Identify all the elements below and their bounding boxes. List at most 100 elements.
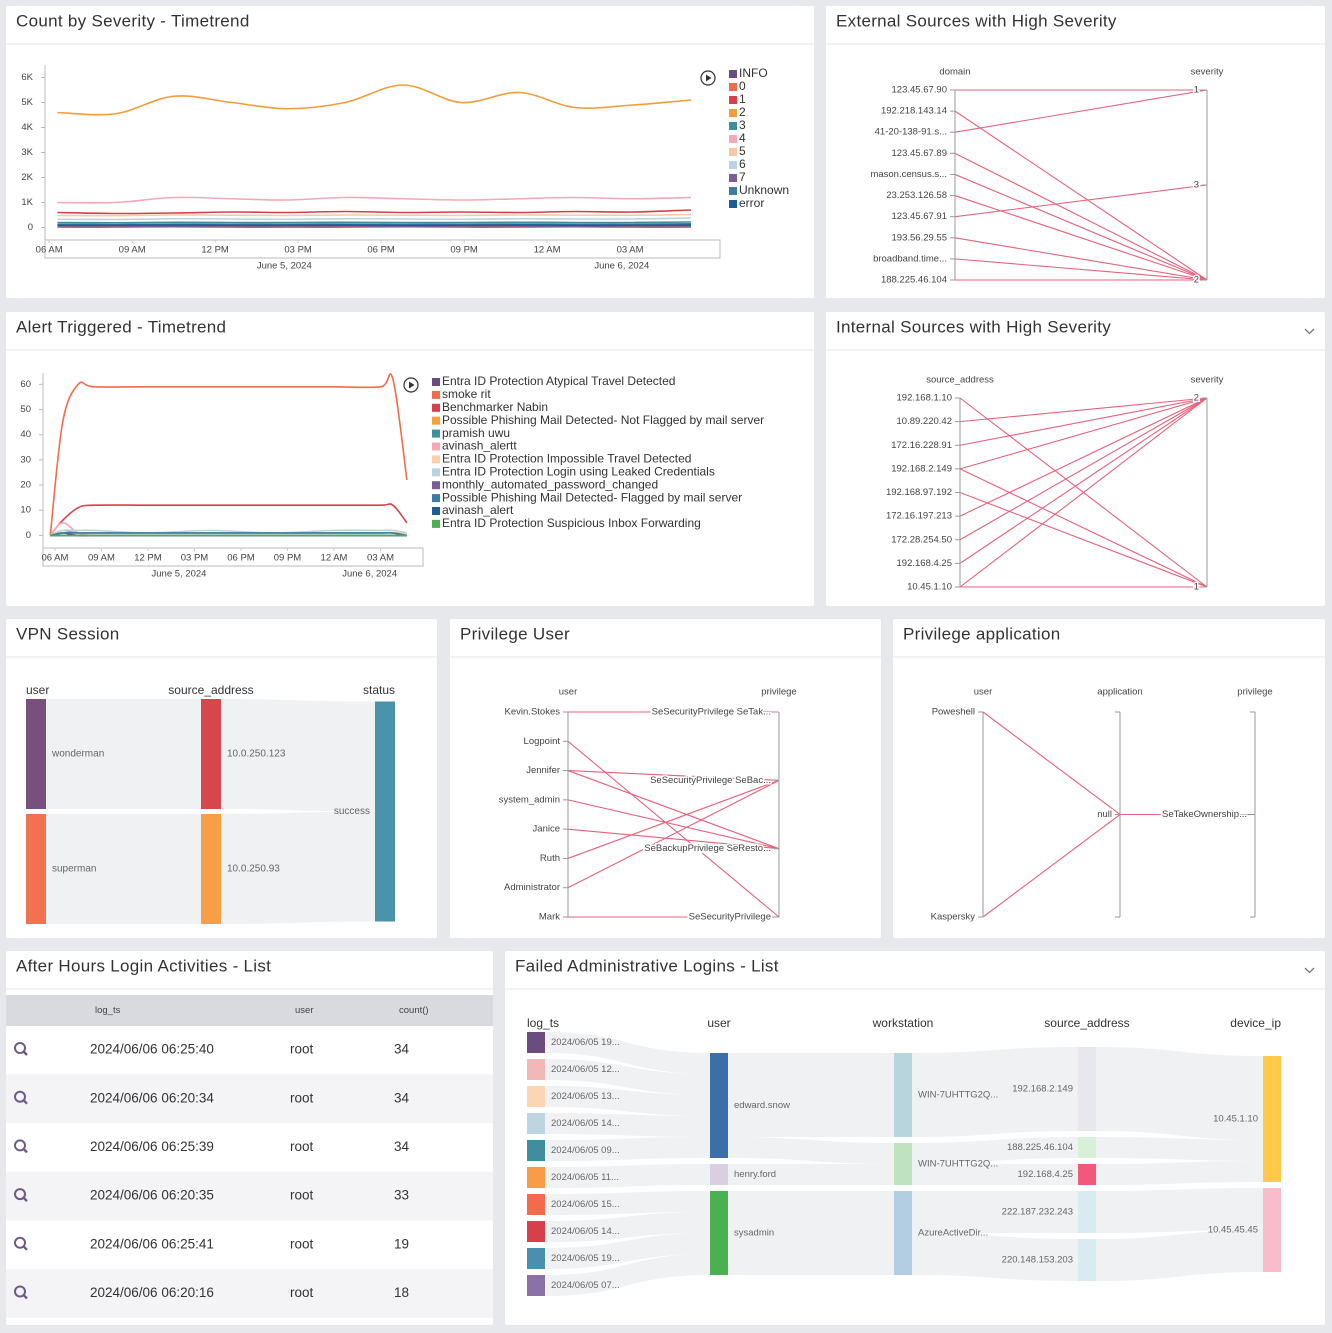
- panel-title: After Hours Login Activities - List: [16, 956, 271, 975]
- search-icon[interactable]: [14, 1139, 26, 1152]
- axis-label: SeSecurityPrivilege SeBac...: [650, 775, 771, 786]
- sankey-link: [545, 1113, 710, 1137]
- record-line: [954, 195, 1208, 281]
- node-label: 10.45.1.10: [1213, 1114, 1258, 1125]
- series-line: [57, 196, 691, 204]
- search-icon[interactable]: [14, 1090, 26, 1103]
- axis-label: 192.168.2.149: [891, 463, 952, 474]
- axis-label: 192.218.143.14: [881, 106, 947, 117]
- sankey-node: [26, 814, 46, 924]
- node-label: superman: [52, 864, 96, 875]
- node-label: WIN-7UHTTG2Q...: [918, 1090, 998, 1101]
- column-title: user: [707, 1016, 730, 1030]
- node-label: 192.168.2.149: [1012, 1084, 1073, 1095]
- sankey-link: [912, 1137, 1078, 1164]
- sankey-link: [728, 1191, 894, 1275]
- x-tick-label: 09 PM: [450, 245, 478, 256]
- series-line: [57, 221, 691, 224]
- legend-swatch: [432, 455, 440, 464]
- series-line: [57, 84, 692, 116]
- legend-label: Entra ID Protection Suspicious Inbox For…: [442, 516, 701, 530]
- table-cell: 2024/06/06 06:20:34: [90, 1090, 214, 1105]
- x-date-label: June 5, 2024: [152, 569, 207, 580]
- node-label: 220.148.153.203: [1002, 1255, 1073, 1266]
- column-header: count(): [399, 1005, 429, 1016]
- legend-swatch: [432, 519, 440, 528]
- legend-label: Unknown: [739, 183, 789, 197]
- node-label: 2024/06/05 15...: [551, 1199, 620, 1210]
- sankey-node: [1263, 1188, 1281, 1272]
- axis-title: severity: [1191, 375, 1224, 386]
- series-line: [57, 213, 691, 217]
- node-label: 2024/06/05 13...: [551, 1091, 620, 1102]
- column-title: user: [26, 683, 49, 697]
- sankey-link: [1096, 1188, 1263, 1233]
- record-line: [954, 152, 1208, 281]
- legend-swatch: [729, 174, 737, 182]
- play-icon: [409, 381, 415, 389]
- column-title: log_ts: [527, 1016, 559, 1030]
- axis-label: Administrator: [504, 882, 560, 893]
- legend-label: Entra ID Protection Login using Leaked C…: [442, 464, 715, 478]
- sankey-node: [527, 1032, 545, 1053]
- search-icon[interactable]: [14, 1236, 26, 1249]
- sankey-link: [545, 1212, 710, 1242]
- record-line: [959, 397, 1208, 423]
- sankey-link: [545, 1254, 710, 1296]
- axis-title: privilege: [761, 687, 796, 698]
- search-icon[interactable]: [14, 1188, 26, 1201]
- axis-title: application: [1097, 687, 1142, 698]
- x-tick-label: 12 AM: [534, 245, 561, 256]
- node-label: henry.ford: [734, 1169, 776, 1180]
- axis-label: 123.45.67.91: [892, 211, 947, 222]
- node-label: 2024/06/05 14...: [551, 1118, 620, 1129]
- node-label: wonderman: [51, 749, 104, 760]
- axis-label: 1: [1194, 582, 1199, 593]
- x-axis-box: [44, 239, 721, 259]
- series-line: [57, 209, 691, 215]
- series-line: [49, 503, 408, 536]
- x-tick-label: 06 PM: [227, 553, 255, 564]
- axis-label: Ruth: [540, 853, 560, 864]
- legend-swatch: [729, 187, 737, 195]
- record-line: [954, 173, 1208, 281]
- sankey-link: [1096, 1137, 1263, 1161]
- sankey-node: [1263, 1056, 1281, 1182]
- axis-label: 23.253.126.58: [886, 190, 947, 201]
- axis-label: SeTakeOwnership...: [1162, 809, 1247, 820]
- x-tick-label: 03 PM: [284, 245, 312, 256]
- legend-swatch: [432, 468, 440, 477]
- legend-label: avinash_alertt: [442, 439, 517, 453]
- legend-label: Possible Phishing Mail Detected- Not Fla…: [442, 413, 764, 427]
- legend-label: 4: [739, 131, 746, 145]
- x-tick-label: 06 PM: [367, 245, 395, 256]
- legend-label: INFO: [739, 66, 768, 80]
- sankey-link: [545, 1032, 710, 1074]
- legend-swatch: [432, 442, 440, 451]
- table-cell: 2024/06/06 06:20:16: [90, 1285, 214, 1300]
- axis-label: broadband.time...: [873, 253, 947, 264]
- x-date-label: June 6, 2024: [342, 569, 397, 580]
- legend-label: Benchmarker Nabin: [442, 400, 548, 414]
- chevron[interactable]: [1304, 967, 1315, 974]
- x-date-label: June 6, 2024: [594, 261, 649, 272]
- x-date-label: June 5, 2024: [257, 261, 312, 272]
- panel-title: Privilege User: [460, 624, 570, 643]
- panel: [6, 951, 493, 1325]
- chevron[interactable]: [1304, 328, 1315, 335]
- axis-label: 172.16.228.91: [891, 440, 952, 451]
- axis-label: 188.225.46.104: [881, 275, 947, 286]
- y-tick-label: 0: [26, 530, 31, 541]
- x-tick-label: 03 AM: [617, 245, 644, 256]
- node-label: 10.45.45.45: [1208, 1225, 1258, 1236]
- sankey-link: [221, 699, 375, 812]
- axis-label: 2: [1194, 275, 1199, 286]
- search-icon[interactable]: [14, 1285, 26, 1298]
- record-line: [954, 237, 1208, 281]
- search-icon[interactable]: [14, 1042, 26, 1054]
- column-header: log_ts: [95, 1005, 121, 1016]
- sankey-link: [728, 1164, 894, 1185]
- panel-title: Count by Severity - Timetrend: [16, 11, 250, 30]
- axis-label: 2: [1194, 393, 1199, 404]
- search-icon-handle: [22, 1245, 28, 1251]
